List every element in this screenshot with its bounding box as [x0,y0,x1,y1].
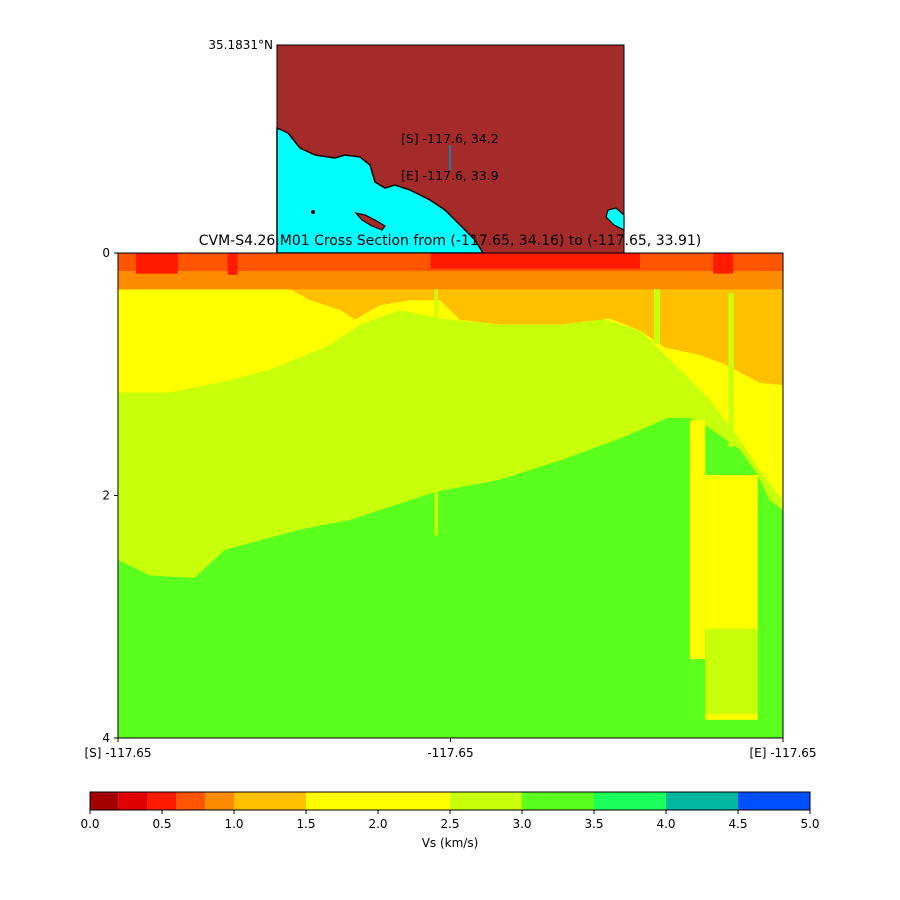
near-surface-cell-2 [135,253,178,274]
near-surface-cell-3 [227,253,238,275]
velocity-anomaly-3 [705,628,758,714]
colorbar-tick-label: 2.0 [368,817,387,831]
map-island [354,212,386,231]
x-tick-label: -117.65 [427,746,473,760]
colorbar-tick-label: 3.0 [512,817,531,831]
chart-title: CVM-S4.26.M01 Cross Section from (-117.6… [199,233,702,249]
colorbar-segment [176,792,206,810]
near-surface-cell-5 [713,253,734,274]
colorbar-segment [738,792,810,810]
map-end-label: [E] -117.6, 33.9 [401,168,499,183]
velocity-anomaly-0 [434,289,438,536]
velocity-anomaly-1 [689,420,706,660]
colorbar-segment [450,792,522,810]
map-islet [311,210,315,214]
y-tick-label: 0 [102,246,110,260]
colorbar-segment [90,792,119,810]
colorbar-segment [205,792,234,810]
colorbar-segment [234,792,306,810]
colorbar-tick-label: 2.5 [440,817,459,831]
map-lat-label: 35.1831°N [208,38,273,52]
y-tick-label: 2 [102,489,110,503]
y-axis: 0 2 4 [102,246,118,745]
colorbar-tick-label: 1.0 [224,817,243,831]
colorbar-segment [118,792,148,810]
colorbar-segment [522,792,594,810]
colorbar-segment [666,792,738,810]
near-surface-cell-0 [118,271,783,290]
colorbar-segment [594,792,666,810]
colorbar-segment [147,792,177,810]
velocity-anomaly-4 [705,713,758,720]
map-ocean [276,126,485,254]
near-surface-cell-4 [430,253,641,269]
y-tick-label: 4 [102,731,110,745]
map-start-label: [S] -117.6, 34.2 [401,131,499,146]
location-map: 35.1831°N [S] -117.6, 34.2 [E] -117.6, 3… [208,38,625,261]
cross-section-plot [118,253,783,738]
colorbar-tick-label: 4.0 [656,817,675,831]
velocity-anomaly-2 [705,474,758,629]
colorbar-tick-label: 3.5 [584,817,603,831]
colorbar-label: Vs (km/s) [422,836,479,850]
x-tick-label: [E] -117.65 [749,746,816,760]
x-tick-label: [S] -117.65 [84,746,151,760]
colorbar-tick-label: 5.0 [800,817,819,831]
velocity-anomaly-5 [653,289,660,344]
colorbar-tick-label: 0.0 [80,817,99,831]
colorbar-tick-label: 1.5 [296,817,315,831]
colorbar-tick-label: 0.5 [152,817,171,831]
velocity-anomaly-6 [728,293,734,447]
colorbar-segment [306,792,450,810]
colorbar-tick-label: 4.5 [728,817,747,831]
colorbar: 0.0 0.5 1.0 1.5 2.0 2.5 3.0 3.5 4.0 4.5 5.0 [80,791,820,831]
x-axis: [S] -117.65 -117.65 [E] -117.65 [84,738,817,760]
